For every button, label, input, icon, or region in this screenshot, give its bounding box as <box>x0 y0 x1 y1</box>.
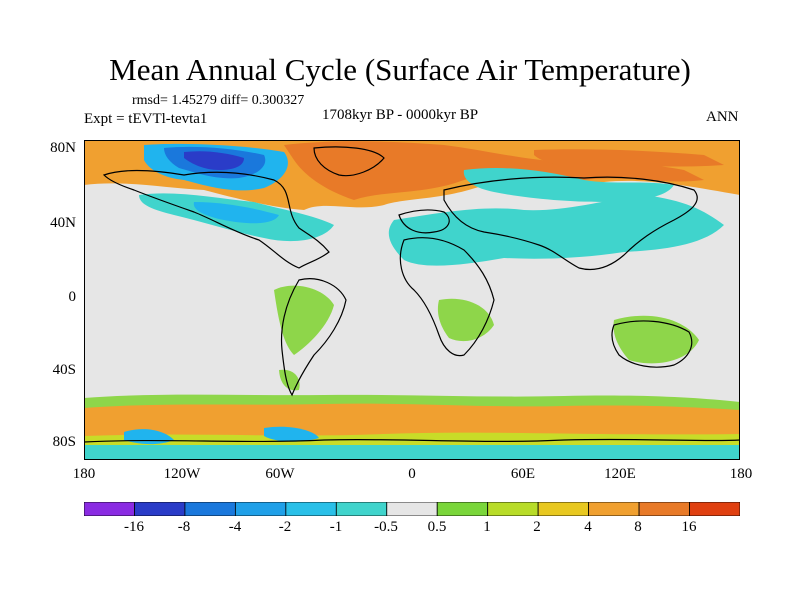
coast-australia <box>611 320 693 368</box>
lon-label: 60E <box>510 466 536 482</box>
colorbar-label: 4 <box>584 519 592 535</box>
lat-label: 80S <box>52 434 76 450</box>
lat-label: 40S <box>52 362 76 378</box>
colorbar-swatch <box>285 502 337 516</box>
coast-north-america <box>102 169 330 269</box>
temperature-anomaly-map <box>84 140 740 460</box>
coast-south-america <box>280 278 347 397</box>
colorbar-swatch <box>689 502 740 516</box>
lat-label: 0 <box>68 289 77 305</box>
south-america-green <box>274 285 334 355</box>
lon-label: 120E <box>604 466 636 482</box>
colorbar-swatch <box>588 502 640 516</box>
colorbar-swatch <box>335 502 388 516</box>
coast-europe <box>398 209 450 234</box>
colorbar-swatch <box>386 502 438 516</box>
africa-green <box>437 298 494 342</box>
colorbar-swatch <box>638 502 690 516</box>
colorbar-label: 2 <box>533 519 541 535</box>
lat-label: 80N <box>50 140 76 156</box>
lat-label: 40N <box>50 215 76 231</box>
antarctic-cold-3 <box>84 445 740 460</box>
lon-label: 0 <box>408 466 416 482</box>
colorbar-label: 0.5 <box>427 519 447 535</box>
colorbar-swatch <box>184 502 236 516</box>
period-label: 1708kyr BP - 0000kyr BP <box>322 107 479 123</box>
colorbar-swatch <box>487 502 539 516</box>
eurasia-cool-north <box>463 168 674 202</box>
colorbar-swatch <box>134 502 186 516</box>
map-frame <box>84 140 740 460</box>
colorbar-label: -4 <box>228 519 242 535</box>
colorbar-label: -0.5 <box>374 519 398 535</box>
colorbar-swatch <box>234 502 287 516</box>
colorbar-swatch <box>537 502 590 516</box>
coast-asia <box>443 176 698 271</box>
eurasia-cool-band <box>388 195 724 266</box>
coast-antarctica <box>84 438 740 443</box>
antarctic-cold-2 <box>264 426 319 442</box>
lon-label: 60W <box>265 466 295 482</box>
colorbar <box>84 502 740 516</box>
colorbar-label: 16 <box>681 519 697 535</box>
lon-label: 180 <box>729 466 753 482</box>
coast-africa <box>399 237 495 357</box>
north-america-cool-2 <box>193 202 279 224</box>
southern-orange-band <box>84 403 740 441</box>
coast-greenland <box>313 146 385 177</box>
arctic-hot-east <box>534 149 724 168</box>
colorbar-swatch <box>84 502 135 516</box>
lon-label: 120W <box>163 466 201 482</box>
patagonia-green <box>279 369 300 391</box>
stats-text: rmsd= 1.45279 diff= 0.300327 <box>132 93 305 108</box>
experiment-label: Expt = tEVTl-tevta1 <box>84 111 208 127</box>
colorbar-label: -8 <box>177 519 191 535</box>
season-label: ANN <box>706 109 739 125</box>
colorbar-label: -1 <box>329 519 343 535</box>
lon-label: 180 <box>72 466 96 482</box>
canada-cold-deep <box>184 151 244 170</box>
australia-green <box>613 315 699 364</box>
colorbar-swatch <box>436 502 489 516</box>
colorbar-label: 8 <box>634 519 642 535</box>
colorbar-label: 1 <box>483 519 491 535</box>
chart-title: Mean Annual Cycle (Surface Air Temperatu… <box>109 52 691 87</box>
coastlines <box>84 146 740 443</box>
colorbar-label: -2 <box>278 519 292 535</box>
colorbar-label: -16 <box>124 519 144 535</box>
